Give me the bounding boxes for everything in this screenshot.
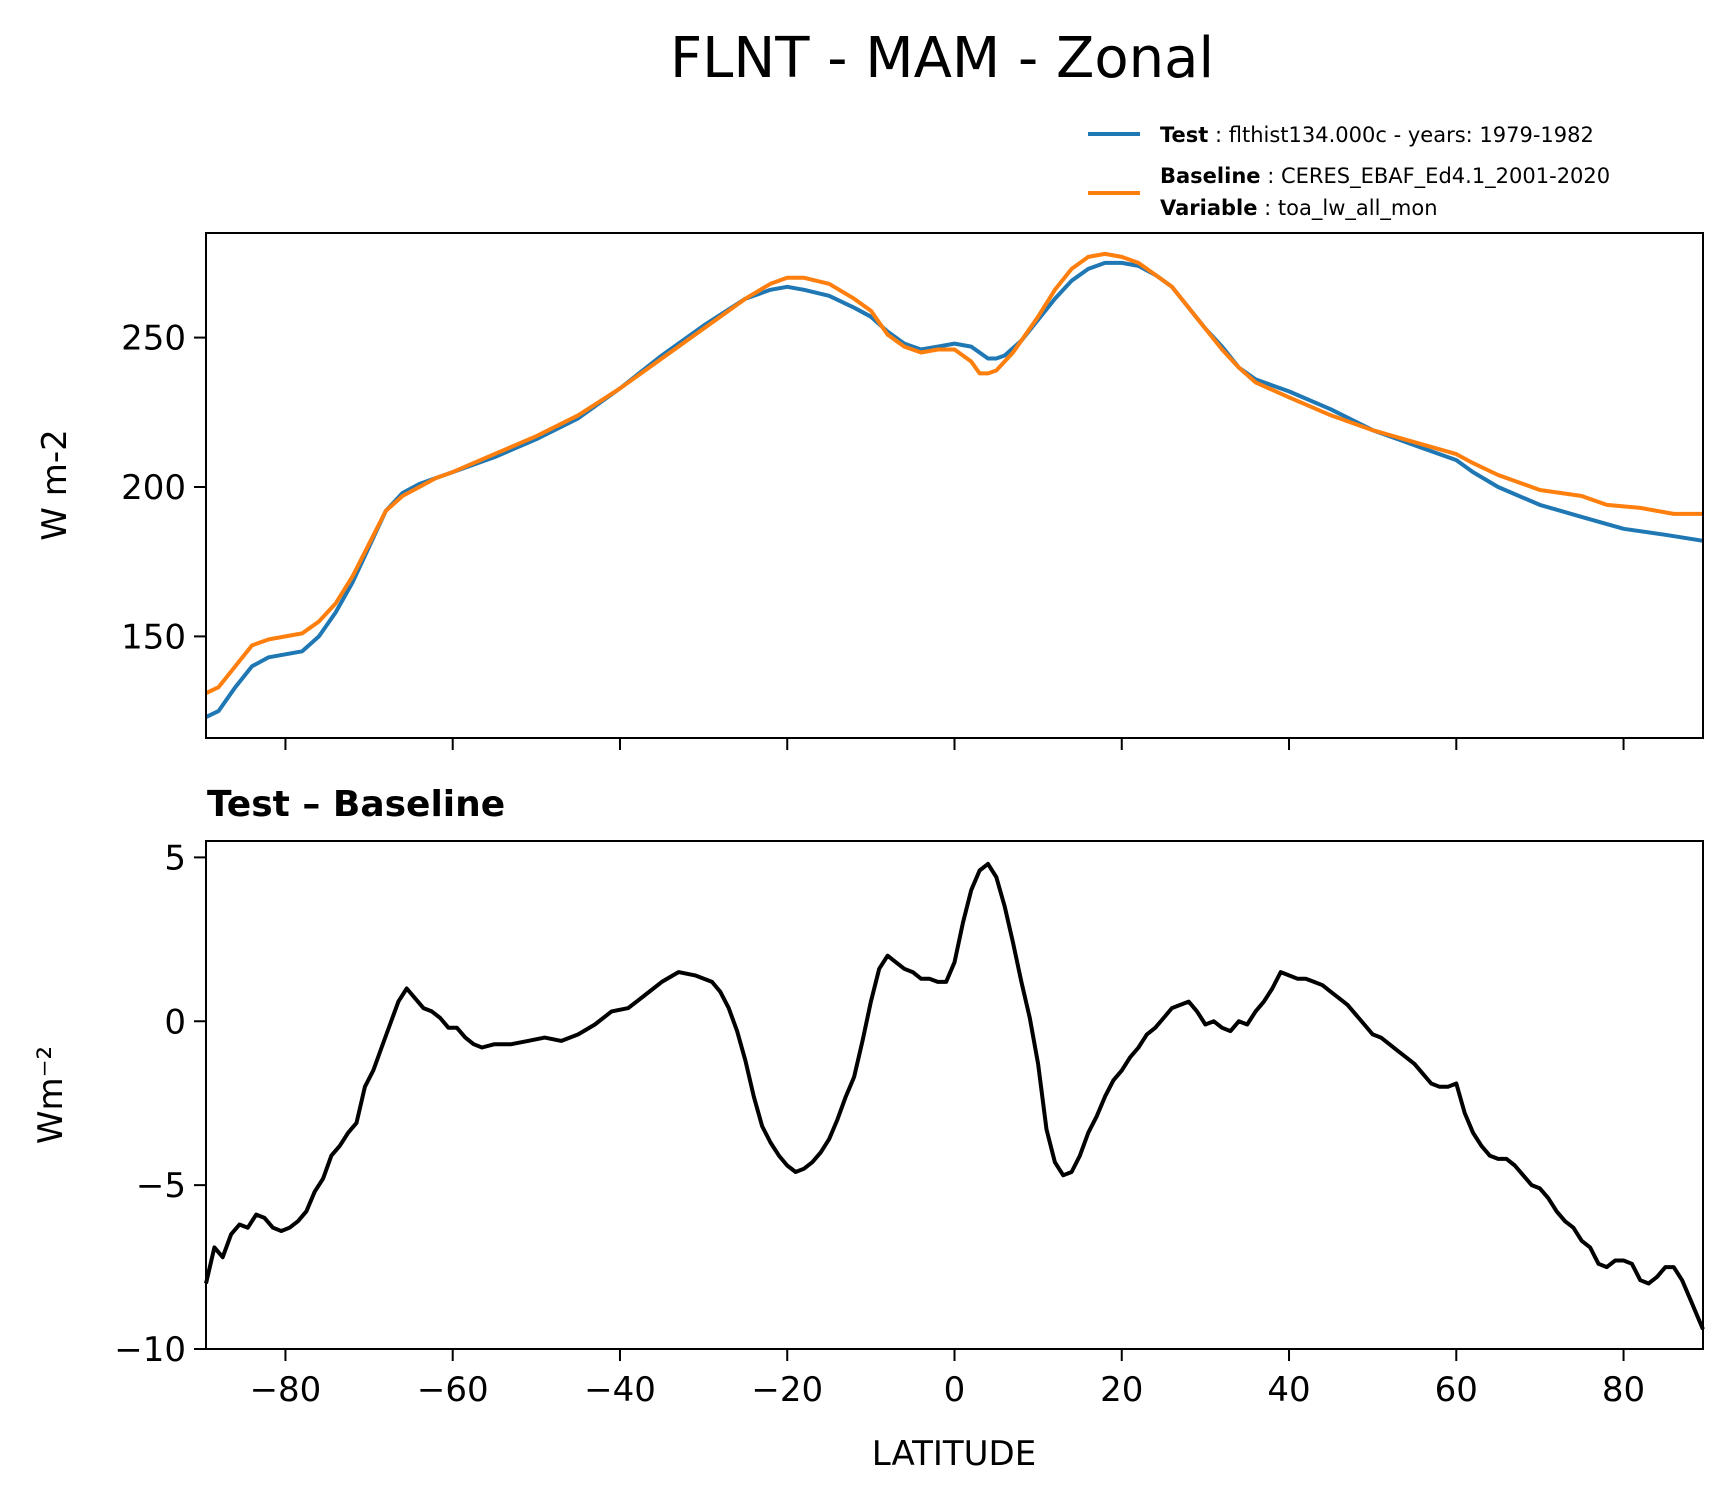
bottom-ytick-label: −5: [136, 1166, 186, 1206]
bottom-ytick-label: 0: [164, 1002, 186, 1042]
legend: Test : flthist134.000c - years: 1979-198…: [1088, 123, 1610, 221]
bottom-xtick-label: 0: [944, 1370, 966, 1410]
legend-test-text: : flthist134.000c - years: 1979-1982: [1208, 123, 1594, 147]
top-ylabel: W m-2: [35, 429, 75, 540]
bottom-panel: Test – Baseline −80 −60 −40 −20 0 20 40 60 80 −10…: [31, 784, 1705, 1474]
bottom-xtick-label: −40: [584, 1370, 656, 1410]
bottom-xtick-label: −20: [751, 1370, 823, 1410]
bottom-ytick-label: 5: [164, 838, 186, 878]
top-ytick-label: 150: [121, 617, 186, 657]
top-panel: 150 200 250 W m-2: [35, 232, 1704, 750]
figure-title: FLNT - MAM - Zonal: [670, 26, 1214, 91]
bottom-panel-title: Test – Baseline: [207, 784, 505, 825]
bottom-xtick-label: −80: [250, 1370, 322, 1410]
bottom-xtick-label: 40: [1267, 1370, 1310, 1410]
top-ytick-label: 200: [121, 468, 186, 508]
bottom-xtick-label: 80: [1602, 1370, 1645, 1410]
bottom-series-layer: [204, 861, 1705, 1331]
legend-test-name: Test: [1160, 123, 1208, 147]
top-plot-frame: [205, 232, 1704, 739]
bottom-series-difference-line: [204, 861, 1705, 1331]
top-ytick-label: 250: [121, 319, 186, 359]
top-series-test-line: [205, 260, 1704, 719]
bottom-ticks-layer: −80 −60 −40 −20 0 20 40 60 80 −10 −5 0 5: [114, 838, 1645, 1410]
bottom-ylabel: Wm⁻²: [31, 1046, 71, 1144]
bottom-ytick-label: −10: [114, 1330, 186, 1370]
legend-baseline-entry: Baseline : CERES_EBAF_Ed4.1_2001-2020: [1160, 164, 1610, 189]
bottom-xtick-label: 20: [1100, 1370, 1143, 1410]
bottom-xtick-label: −60: [417, 1370, 489, 1410]
legend-variable-name: Variable: [1160, 196, 1257, 220]
legend-baseline-text: : CERES_EBAF_Ed4.1_2001-2020: [1261, 164, 1611, 189]
legend-baseline-name: Baseline: [1160, 164, 1261, 188]
top-series-layer: [205, 251, 1704, 719]
legend-test-entry: Test : flthist134.000c - years: 1979-198…: [1160, 123, 1594, 147]
bottom-xlabel: LATITUDE: [872, 1434, 1036, 1474]
top-series-baseline-line: [205, 251, 1703, 696]
top-ticks-layer: 150 200 250: [121, 319, 1625, 750]
bottom-xtick-label: 60: [1435, 1370, 1478, 1410]
bottom-plot-frame: [205, 840, 1704, 1350]
legend-variable-entry: Variable : toa_lw_all_mon: [1160, 196, 1438, 221]
legend-variable-text: : toa_lw_all_mon: [1257, 196, 1437, 221]
